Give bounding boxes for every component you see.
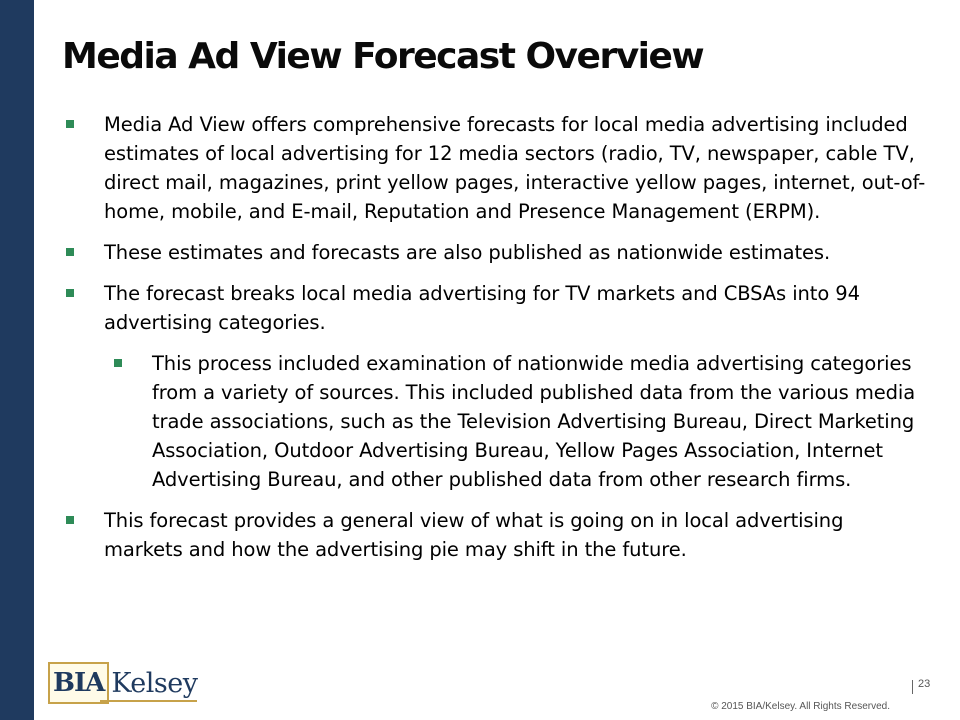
logo-underline	[100, 700, 198, 702]
copyright-notice: © 2015 BIA/Kelsey. All Rights Reserved.	[711, 701, 890, 712]
left-accent-bar	[0, 0, 34, 720]
square-bullet-icon	[66, 120, 74, 128]
bullet-list: Media Ad View offers comprehensive forec…	[66, 110, 926, 576]
page-number: 23	[918, 678, 931, 690]
square-bullet-icon	[114, 359, 122, 367]
bullet-item: These estimates and forecasts are also p…	[66, 238, 926, 267]
bullet-text: This process included examination of nat…	[152, 352, 916, 491]
bullet-text: Media Ad View offers comprehensive forec…	[104, 113, 926, 223]
bia-kelsey-logo: BIA Kelsey	[48, 660, 198, 706]
bullet-text: This forecast provides a general view of…	[104, 509, 844, 561]
bullet-item: The forecast breaks local media advertis…	[66, 279, 926, 337]
sub-bullet-item: This process included examination of nat…	[114, 349, 926, 494]
bullet-text: These estimates and forecasts are also p…	[104, 241, 831, 264]
logo-bia-mark: BIA	[48, 662, 110, 704]
square-bullet-icon	[66, 289, 74, 297]
bullet-item: This forecast provides a general view of…	[66, 506, 926, 564]
page-number-divider	[912, 680, 913, 694]
bullet-item: Media Ad View offers comprehensive forec…	[66, 110, 926, 226]
slide-title: Media Ad View Forecast Overview	[62, 36, 705, 77]
logo-wordmark: Kelsey	[111, 667, 198, 699]
square-bullet-icon	[66, 248, 74, 256]
bullet-text: The forecast breaks local media advertis…	[104, 282, 860, 334]
square-bullet-icon	[66, 516, 74, 524]
